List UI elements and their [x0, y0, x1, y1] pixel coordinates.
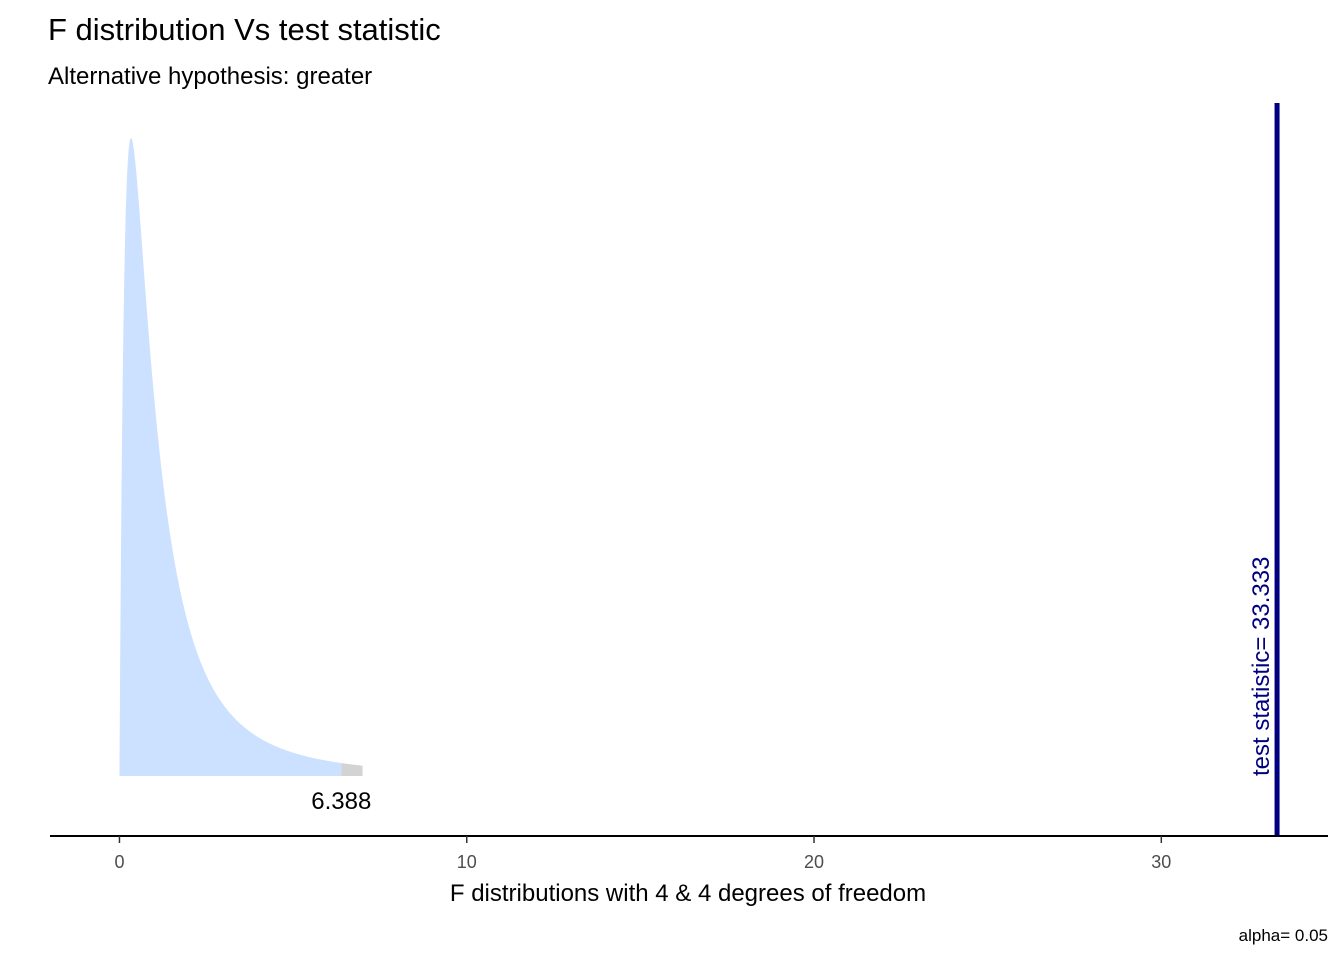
plot-area: test statistic= 33.333 6.388 — [119, 103, 1280, 836]
x-tick-label: 10 — [457, 852, 477, 872]
chart-title: F distribution Vs test statistic — [48, 12, 441, 47]
x-tick-label: 30 — [1151, 852, 1171, 872]
x-tick-label: 0 — [114, 852, 124, 872]
chart-caption: alpha= 0.05 — [1239, 926, 1328, 945]
chart-subtitle: Alternative hypothesis: greater — [48, 63, 372, 90]
critical-value-label: 6.388 — [311, 788, 371, 815]
x-axis: 0 10 20 30 — [50, 835, 1328, 872]
x-axis-title: F distributions with 4 & 4 degrees of fr… — [450, 880, 926, 907]
test-statistic-label: test statistic= 33.333 — [1248, 557, 1275, 776]
x-ticks: 0 10 20 30 — [114, 836, 1171, 872]
rejection-region — [341, 763, 363, 776]
density-area — [119, 138, 342, 776]
x-tick-label: 20 — [804, 852, 824, 872]
